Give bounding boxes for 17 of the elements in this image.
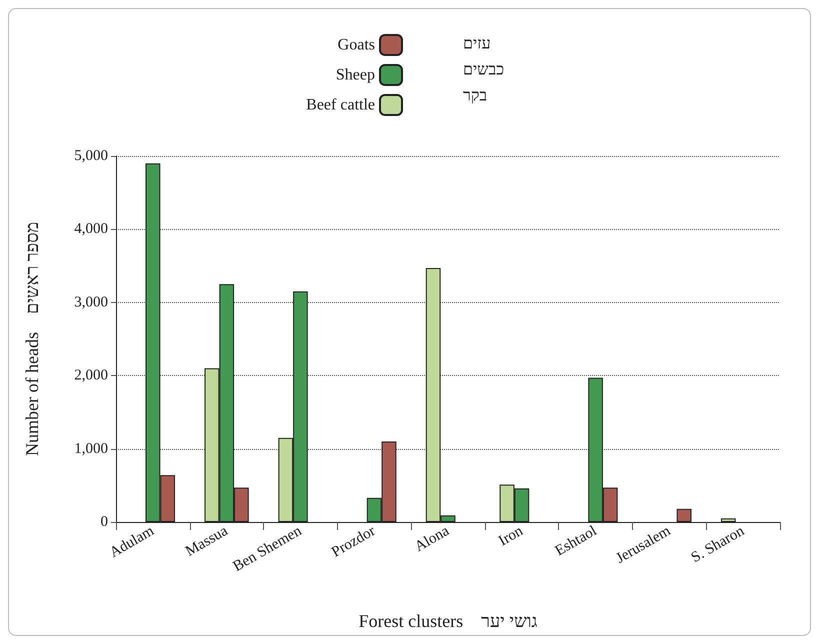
text: כבשים: [463, 62, 504, 78]
y-tick-label: 0: [100, 514, 108, 530]
y-axis-title: Number of heads מספר ראשים: [22, 222, 42, 456]
x-axis-title: Forest clusters גושי יער: [358, 611, 538, 631]
legend-label: Goats: [338, 36, 375, 54]
text: בקר: [463, 88, 488, 104]
x-tick-label: Alona: [412, 522, 452, 556]
legend-label: Beef cattle: [306, 96, 375, 114]
x-tick-label: S. Sharon: [688, 522, 748, 566]
y-tick-label: 4,000: [74, 221, 108, 238]
y-tick-label: 3,000: [74, 294, 108, 310]
y-tick-label: 2,000: [74, 368, 108, 384]
y-tick-label: 5,000: [74, 148, 108, 164]
x-tick-label: Iron: [496, 522, 526, 550]
y-tick-label: 1,000: [74, 440, 108, 457]
text: עזים: [463, 36, 491, 52]
legend-label: Sheep: [336, 66, 375, 84]
